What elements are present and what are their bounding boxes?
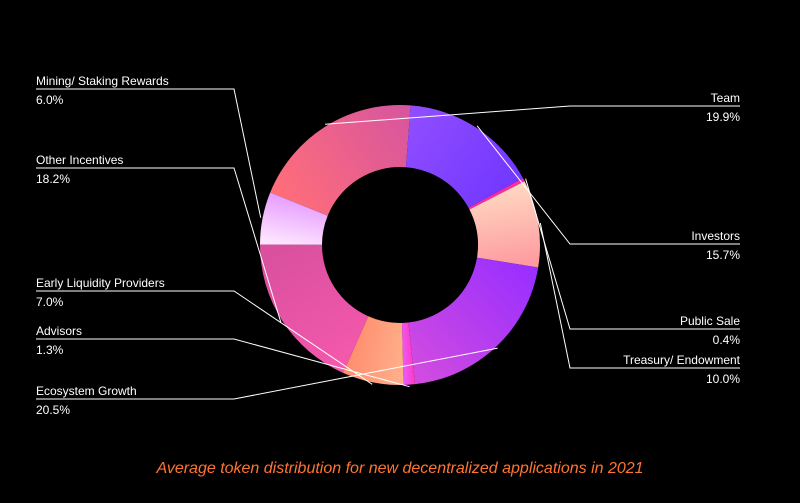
slice-percent: 10.0% [570, 371, 740, 387]
slice-percent: 19.9% [570, 109, 740, 125]
slice-name: Ecosystem Growth [36, 383, 234, 399]
slice-label: Other Incentives 18.2% [36, 152, 234, 187]
slice-label: Advisors 1.3% [36, 323, 234, 358]
slice-percent: 1.3% [36, 342, 234, 358]
slice-name: Advisors [36, 323, 234, 339]
slice-label: Ecosystem Growth 20.5% [36, 383, 234, 418]
slice-name: Other Incentives [36, 152, 234, 168]
slice-label: Investors 15.7% [570, 228, 740, 263]
slice-name: Mining/ Staking Rewards [36, 73, 234, 89]
slice-percent: 7.0% [36, 294, 234, 310]
slice-percent: 0.4% [570, 332, 740, 348]
chart-caption: Average token distribution for new decen… [0, 460, 800, 478]
slice-percent: 6.0% [36, 92, 234, 108]
donut-slice [270, 105, 410, 216]
slice-percent: 15.7% [570, 247, 740, 263]
slice-name: Early Liquidity Providers [36, 275, 234, 291]
slice-percent: 18.2% [36, 171, 234, 187]
slice-label: Treasury/ Endowment 10.0% [570, 352, 740, 387]
donut-slice [408, 258, 538, 385]
slice-name: Treasury/ Endowment [570, 352, 740, 368]
slice-name: Investors [570, 228, 740, 244]
slice-percent: 20.5% [36, 402, 234, 418]
slice-name: Public Sale [570, 313, 740, 329]
slice-label: Early Liquidity Providers 7.0% [36, 275, 234, 310]
slice-name: Team [570, 90, 740, 106]
slice-label: Team 19.9% [570, 90, 740, 125]
slice-label: Mining/ Staking Rewards 6.0% [36, 73, 234, 108]
slice-label: Public Sale 0.4% [570, 313, 740, 348]
